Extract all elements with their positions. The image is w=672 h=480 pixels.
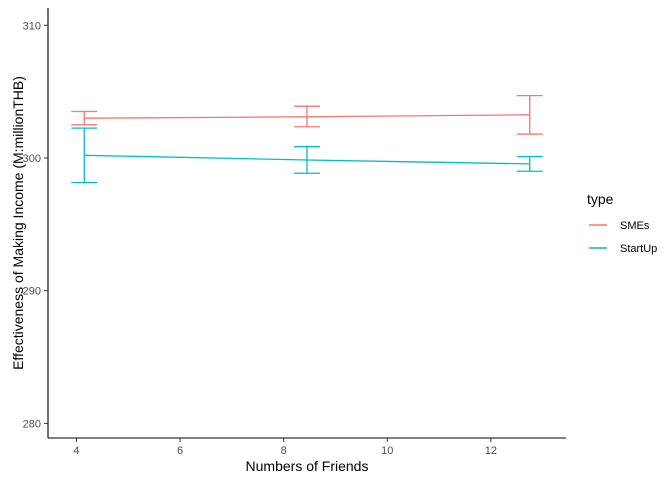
legend-label: SMEs: [620, 220, 650, 232]
axes: 4 6 8 10 12 280 290 300 310: [23, 8, 566, 457]
y-axis-title: Effectiveness of Making Income (M:millio…: [10, 76, 26, 370]
legend: type SMEs StartUp: [587, 191, 657, 255]
legend-title: type: [587, 191, 614, 207]
x-tick-label: 12: [485, 445, 497, 457]
error-bar: [516, 94, 543, 135]
x-tick-label: 6: [177, 445, 183, 457]
legend-label: StartUp: [620, 243, 657, 255]
legend-item: SMEs: [589, 220, 650, 232]
plot-area: [71, 94, 543, 184]
error-bar: [71, 110, 98, 126]
y-tick-label: 300: [23, 153, 41, 165]
error-bar: [294, 146, 320, 174]
y-tick-label: 310: [23, 20, 41, 32]
series-1: [71, 127, 543, 184]
x-tick-label: 8: [281, 445, 287, 457]
y-tick-label: 290: [23, 286, 41, 298]
series-0: [71, 94, 543, 135]
legend-item: StartUp: [589, 243, 657, 255]
error-bar: [71, 127, 98, 184]
error-bar: [516, 155, 543, 172]
x-tick-label: 10: [381, 445, 393, 457]
x-tick-label: 4: [73, 445, 79, 457]
y-tick-label: 280: [23, 418, 41, 430]
x-axis-title: Numbers of Friends: [246, 458, 369, 474]
error-bar: [294, 105, 320, 128]
